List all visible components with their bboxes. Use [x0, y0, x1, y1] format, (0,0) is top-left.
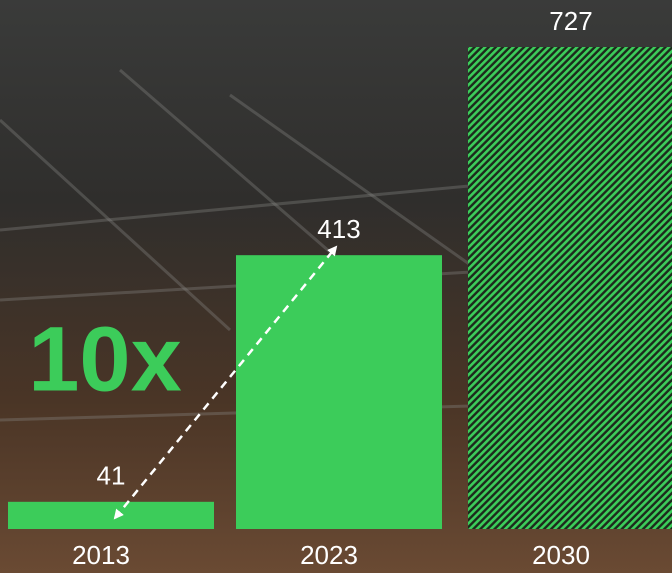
x-tick-label: 2023 [300, 540, 358, 570]
growth-arrow [113, 245, 338, 520]
annotation: 10x [28, 308, 182, 410]
x-tick-label: 2013 [72, 540, 130, 570]
x-tick-label: 2030 [532, 540, 590, 570]
bar [468, 47, 672, 529]
value-label: 413 [317, 214, 360, 244]
value-label: 727 [549, 6, 592, 36]
value-label: 41 [97, 461, 126, 491]
bar [236, 255, 442, 529]
bar [8, 501, 214, 529]
